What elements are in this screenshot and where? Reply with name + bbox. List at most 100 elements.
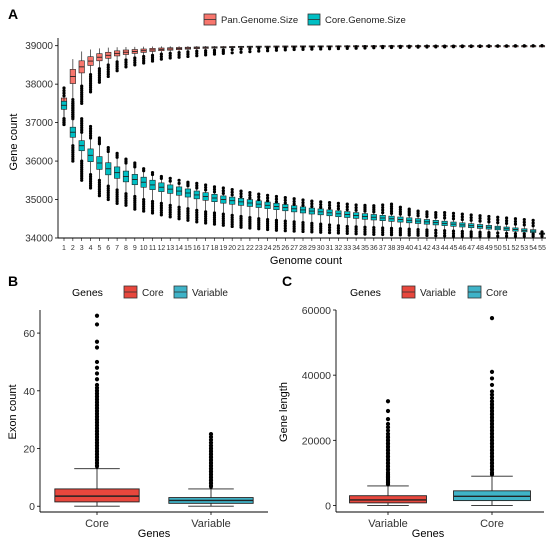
outlier-point — [94, 397, 100, 402]
panel-c-legend: Genes Variable Core — [350, 285, 508, 299]
panel-b-ytick-label: 20 — [23, 444, 35, 456]
outlier-point — [489, 470, 495, 476]
outlier-point — [292, 202, 296, 206]
outlier-point — [327, 225, 332, 230]
outlier-point — [124, 203, 128, 207]
outlier-point — [489, 316, 495, 321]
outlier-point — [62, 88, 66, 93]
outlier-point — [150, 209, 155, 213]
outlier-point — [257, 49, 261, 53]
outlier-point — [94, 437, 100, 442]
legend-item-b-variable[interactable]: Variable — [173, 285, 228, 299]
panel-a-xtick-label: 30 — [317, 245, 325, 252]
outlier-point — [204, 221, 208, 225]
outlier-point — [451, 231, 456, 236]
legend-item-c-core[interactable]: Core — [467, 285, 508, 299]
outlier-point — [354, 208, 358, 212]
panel-a-xtick-label: 17 — [202, 245, 210, 252]
panel-a-xtick-label: 50 — [494, 245, 502, 252]
outlier-point — [221, 214, 225, 218]
panel-a-xtick-label: 26 — [281, 245, 289, 252]
outlier-point — [451, 214, 456, 218]
outlier-point — [208, 463, 214, 468]
outlier-point — [124, 62, 128, 67]
outlier-point — [398, 212, 402, 216]
panel-a-xtick-label: 51 — [503, 245, 511, 252]
panel-a-xtick-label: 18 — [211, 245, 219, 252]
outlier-point — [97, 76, 102, 80]
outlier-point — [460, 232, 464, 236]
outlier-point — [208, 460, 214, 466]
outlier-point — [133, 56, 137, 60]
panel-c-xtick-label: Variable — [368, 518, 408, 530]
outlier-point — [265, 227, 270, 232]
outlier-point — [434, 231, 438, 235]
outlier-point — [478, 214, 482, 218]
outlier-point — [208, 472, 214, 477]
outlier-point — [115, 197, 119, 201]
outlier-point — [257, 192, 261, 196]
outlier-point — [487, 44, 491, 48]
outlier-point — [94, 408, 100, 414]
outlier-point — [354, 227, 358, 231]
outlier-point — [460, 234, 464, 238]
outlier-point — [115, 199, 119, 203]
outlier-point — [327, 223, 332, 227]
outlier-point — [115, 62, 119, 66]
outlier-point — [385, 454, 391, 459]
outlier-point — [221, 191, 225, 195]
outlier-point — [106, 191, 110, 195]
panel-b-ytick-label: 40 — [23, 386, 35, 398]
outlier-point — [451, 211, 456, 215]
panel-a-xtick-label: 14 — [175, 245, 183, 252]
outlier-point — [522, 44, 526, 48]
outlier-point — [94, 420, 100, 425]
outlier-point — [389, 202, 394, 206]
outlier-point — [177, 178, 181, 182]
outlier-point — [385, 441, 391, 446]
outlier-point — [115, 188, 119, 192]
outlier-point — [385, 451, 391, 456]
panel-a-ytick-label: 35000 — [25, 195, 53, 206]
panel-a-xtick-label: 49 — [485, 245, 493, 252]
outlier-point — [425, 212, 429, 216]
outlier-point — [230, 47, 234, 52]
panel-a-xtick-label: 45 — [450, 245, 458, 252]
legend-item-pan-genome[interactable]: Pan.Genome.Size — [203, 13, 298, 26]
outlier-point — [496, 221, 500, 225]
outlier-point — [221, 186, 225, 190]
legend-item-core-genome[interactable]: Core.Genome.Size — [307, 13, 406, 26]
outlier-point — [186, 209, 190, 213]
outlier-point — [434, 45, 438, 49]
outlier-point — [292, 197, 296, 201]
outlier-point — [239, 50, 243, 54]
outlier-point — [94, 394, 100, 399]
outlier-point — [106, 74, 110, 79]
outlier-point — [363, 227, 367, 232]
panel-a-xtick-label: 31 — [326, 245, 334, 252]
outlier-point — [434, 234, 438, 238]
legend-item-c-variable[interactable]: Variable — [401, 285, 456, 299]
outlier-point — [310, 47, 314, 51]
outlier-point — [159, 208, 163, 212]
outlier-point — [416, 45, 420, 49]
outlier-point — [195, 217, 199, 222]
outlier-point — [94, 406, 100, 411]
outlier-point — [283, 229, 287, 233]
legend-item-b-core[interactable]: Core — [123, 285, 164, 299]
outlier-point — [230, 220, 234, 224]
outlier-point — [150, 202, 155, 206]
outlier-point — [283, 201, 287, 205]
outlier-point — [239, 192, 243, 196]
outlier-point — [115, 195, 119, 199]
outlier-point — [204, 216, 208, 221]
outlier-point — [416, 211, 420, 215]
outlier-point — [274, 197, 279, 201]
outlier-point — [385, 464, 391, 469]
outlier-point — [88, 175, 93, 179]
outlier-point — [133, 61, 137, 65]
outlier-point — [88, 184, 93, 188]
outlier-point — [345, 205, 349, 209]
outlier-point — [94, 359, 100, 365]
